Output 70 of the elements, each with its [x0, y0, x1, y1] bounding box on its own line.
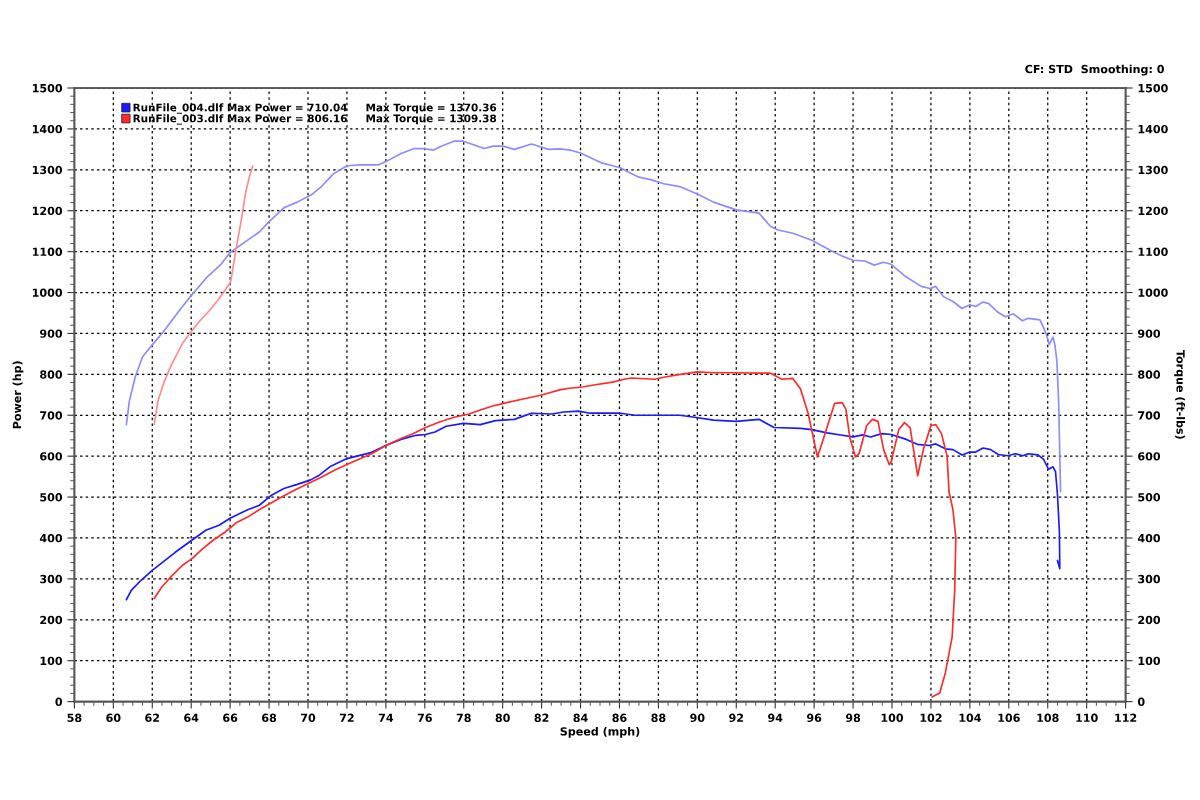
x-tick-label: 64 [184, 713, 199, 723]
x-tick-label: 60 [106, 713, 121, 723]
y2-tick-label: 1400 [1138, 124, 1168, 134]
x-tick-label: 98 [845, 713, 861, 723]
x-tick-label: 68 [262, 713, 277, 723]
x-tick-label: 84 [573, 713, 588, 723]
y2-tick-label: 1200 [1138, 206, 1168, 216]
legend-label: RunFile_004.dlf Max Power = 710.04 Max Torque = 1370.36 [133, 103, 497, 114]
x-tick-label: 112 [1115, 713, 1137, 722]
x-tick-label: 94 [768, 713, 783, 723]
x-tick-label: 74 [378, 713, 394, 722]
y2-tick-label: 1000 [1138, 288, 1168, 297]
y2-tick-label: 1300 [1138, 165, 1168, 175]
x-tick-label: 104 [959, 713, 981, 723]
y2-tick-label: 900 [1137, 329, 1161, 338]
y-tick-label: 1400 [32, 124, 63, 134]
x-tick-label: 92 [729, 713, 744, 723]
y2-tick-label: 1500 [1138, 83, 1168, 93]
y-tick-label: 300 [40, 574, 63, 584]
x-tick-label: 106 [998, 713, 1020, 723]
text: CF: STD Smoothing: 0 [1025, 64, 1164, 76]
line-series [153, 165, 254, 426]
x-tick-label: 58 [67, 713, 82, 723]
y-tick-label: 500 [40, 493, 63, 502]
x-tick-label: 110 [1076, 713, 1098, 723]
x-tick-label: 70 [301, 713, 316, 723]
y2-tick-label: 100 [1138, 656, 1161, 666]
y-tick-label: 1100 [32, 247, 63, 257]
x-tick-label: 102 [920, 713, 942, 723]
y-tick-label: 400 [39, 533, 63, 543]
x-tick-label: 78 [456, 713, 471, 723]
y-tick-label: 1200 [32, 206, 63, 216]
line-series [125, 140, 1062, 493]
y-axis-title: Power (hp) [12, 361, 24, 429]
y2-tick-label: 700 [1138, 411, 1161, 420]
y-tick-label: 600 [40, 452, 63, 461]
y2-tick-label: 1100 [1138, 247, 1168, 257]
x-tick-label: 82 [534, 713, 549, 723]
y2-tick-label: 800 [1138, 370, 1161, 379]
y2-tick-label: 300 [1138, 574, 1161, 584]
x-axis-title: Speed (mph) [560, 726, 640, 738]
y2-tick-label: 500 [1138, 493, 1161, 502]
y2-tick-label: 200 [1138, 615, 1161, 625]
x-tick-label: 62 [145, 713, 160, 723]
x-tick-label: 88 [651, 713, 666, 723]
legend-label: RunFile_003.dlf Max Power = 806.16 Max Torque = 1309.38 [133, 114, 497, 125]
y-tick-label: 200 [40, 615, 63, 625]
y-tick-label: 1000 [32, 288, 63, 297]
x-tick-label: 72 [339, 713, 354, 722]
y2-tick-label: 0 [1137, 697, 1145, 706]
y-tick-label: 900 [39, 329, 63, 338]
y-tick-label: 1300 [32, 165, 63, 175]
y-tick-label: 0 [55, 697, 63, 706]
x-tick-label: 96 [806, 713, 822, 723]
x-tick-label: 100 [881, 713, 904, 723]
y2-axis-title: Torque (ft-lbs) [1174, 349, 1185, 439]
x-tick-label: 108 [1037, 713, 1059, 723]
x-tick-label: 86 [612, 713, 627, 723]
y2-tick-label: 600 [1138, 452, 1161, 461]
y-tick-label: 1500 [32, 83, 63, 93]
y2-tick-label: 400 [1137, 533, 1161, 543]
x-tick-label: 66 [223, 713, 238, 723]
y-tick-label: 800 [40, 370, 63, 379]
x-tick-label: 90 [690, 713, 705, 723]
line-series [153, 371, 957, 698]
y-tick-label: 100 [40, 656, 63, 666]
x-tick-label: 80 [495, 713, 510, 723]
x-tick-label: 76 [417, 713, 432, 723]
line-series [125, 410, 1061, 601]
y-tick-label: 700 [40, 411, 63, 420]
